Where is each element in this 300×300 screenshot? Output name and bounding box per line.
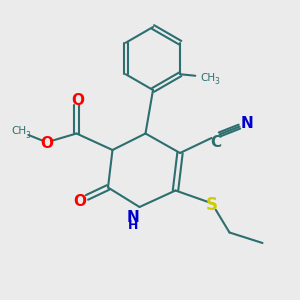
Text: H: H <box>128 219 138 232</box>
Text: O: O <box>71 93 85 108</box>
Text: O: O <box>73 194 86 208</box>
Text: CH: CH <box>11 126 26 136</box>
Text: CH: CH <box>200 73 215 83</box>
Text: N: N <box>240 116 253 131</box>
Text: 3: 3 <box>214 76 219 85</box>
Text: 3: 3 <box>26 131 30 140</box>
Text: O: O <box>40 136 53 152</box>
Text: N: N <box>127 210 139 225</box>
Text: S: S <box>206 196 218 214</box>
Text: C: C <box>210 135 222 150</box>
